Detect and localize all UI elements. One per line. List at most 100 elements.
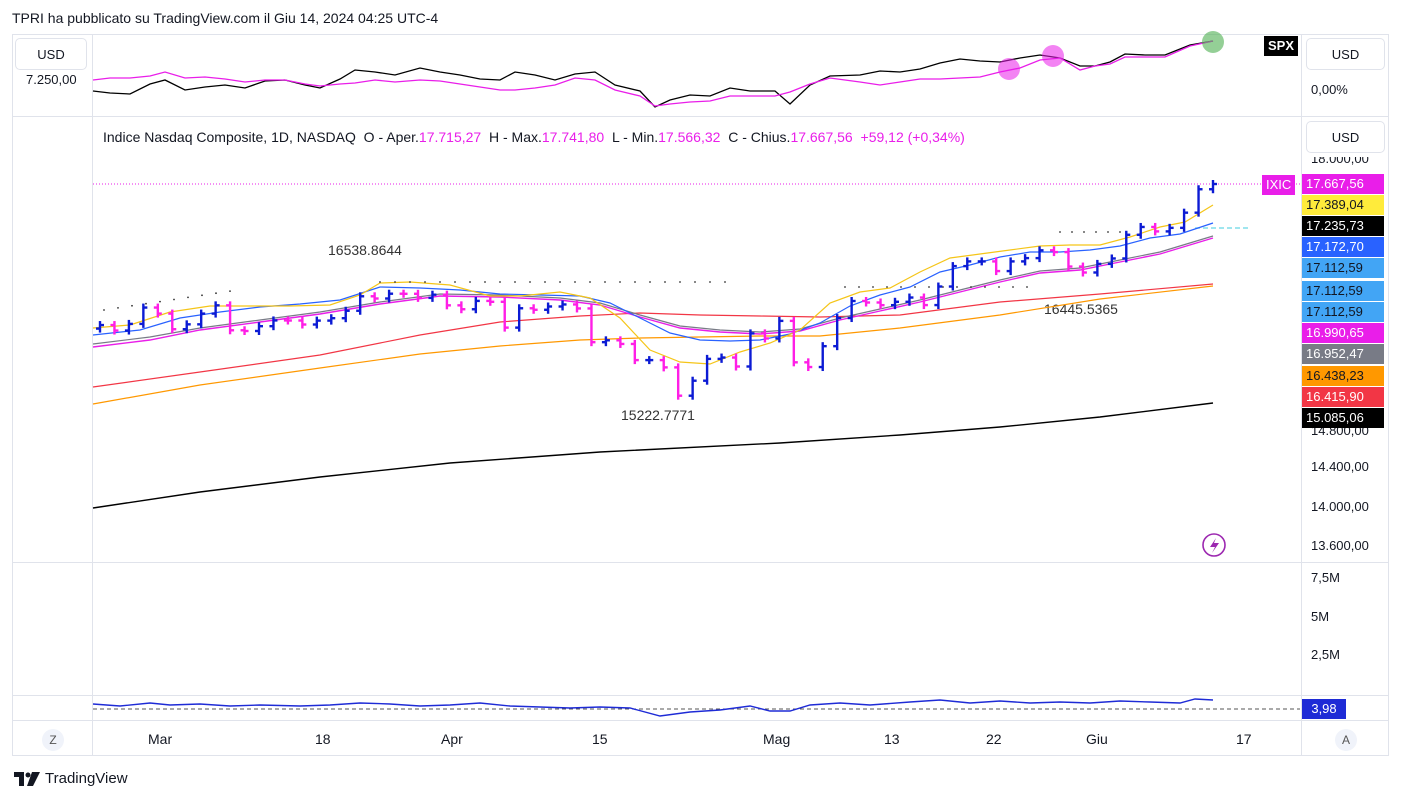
marker-dot [424,281,426,283]
publisher-header: TPRI ha pubblicato su TradingView.com il… [12,10,439,26]
marker-dot [173,298,175,301]
ohlc-bar [1194,185,1203,217]
marker-dot [514,281,516,283]
ohlc-bar [601,336,610,347]
legend-high: 17.741,80 [541,129,605,145]
price-tag-11: 15.085,06 [1302,408,1384,428]
ohlc-bar [746,329,755,371]
price-tag-9: 16.438,23 [1302,366,1384,386]
legend-high-label: H - Max. [489,129,542,145]
spx-tag: SPX [1264,36,1299,56]
price-axis-label-4: 13.600,00 [1311,538,1369,553]
legend-low: 17.566,32 [658,129,721,145]
marker-dot [1026,286,1028,288]
ohlc-bar [1136,222,1145,239]
marker-dot [724,281,726,283]
marker-dot [439,281,441,283]
volume-axis-label-1: 5M [1311,609,1330,624]
currency-button-main[interactable]: USD [1306,121,1385,153]
ohlc-bar [471,296,480,314]
ma-20-grey-line [92,235,1214,345]
price-tag-8: 16.952,47 [1302,344,1384,364]
ohlc-bar [573,300,581,313]
marker-dot [1119,231,1121,233]
ohlc-bar [616,336,625,348]
ohlc-bar [630,339,639,365]
legend-close-label: C - Chius. [728,129,791,145]
ohlc-bars [96,180,1217,400]
ma-10-blue-line [92,222,1214,342]
marker-dot [928,286,930,288]
ma-50-orange-line [92,285,1214,405]
price-tag-5: 17.112,59 [1302,281,1384,301]
marker-dot [942,286,944,288]
currency-button-left[interactable]: USD [15,38,87,70]
ohlc-bar [1021,254,1030,266]
ohlc-bar [341,306,350,323]
ohlc-legend: Indice Nasdaq Composite, 1D, NASDAQ O - … [103,129,965,145]
ohlc-bar [558,300,567,311]
ohlc-bar [948,262,957,291]
marker-circle-2 [1042,45,1064,67]
ohlc-bar [283,316,292,325]
ohlc-bar [96,321,104,333]
time-axis-label-7: Giu [1086,731,1108,747]
ohlc-bar [804,358,813,372]
auto-scale-button[interactable]: A [1335,729,1357,751]
marker-dot [394,281,396,283]
pane-separator-indicator [12,695,1389,696]
ohlc-bar [1165,223,1174,236]
ohlc-bar [862,296,871,307]
legend-change: +59,12 (+0,34%) [860,129,965,145]
volume-axis-label-0: 7,5M [1311,570,1340,585]
time-axis-label-0: Mar [148,731,173,747]
ohlc-bar [399,289,408,298]
ohlc-bar [775,316,784,343]
price-axis-label-2: 14.400,00 [1311,459,1369,474]
ohlc-bar [760,329,769,343]
ma-200-line [92,402,1214,509]
ohlc-bar [226,301,235,335]
ohlc-bar [529,304,538,314]
price-tag-3: 17.172,70 [1302,237,1384,257]
ohlc-bar [847,296,856,323]
marker-dot [886,286,888,288]
ohlc-bar [356,292,365,315]
ohlc-bar [370,292,379,303]
marker-dot [544,281,546,283]
ohlc-bar [153,303,162,318]
ohlc-bar [124,319,133,335]
ohlc-bar [977,257,986,266]
currency-button-right[interactable]: USD [1306,38,1385,70]
ohlc-bar [818,342,827,372]
ohlc-bar [919,293,928,310]
ohlc-bar [414,289,422,302]
marker-dot [1012,286,1014,288]
marker-circle-3 [1202,31,1224,53]
pane-separator-top [12,116,1389,117]
price-tag-6: 17.112,59 [1302,302,1384,322]
zoom-button[interactable]: Z [42,729,64,751]
ohlc-bar [876,298,885,310]
ohlc-bar [139,303,148,328]
ohlc-bar [255,322,263,335]
legend-open: 17.715,27 [418,129,482,145]
marker-dot [499,281,501,283]
ohlc-bar [703,354,712,385]
indicator-line [92,698,1214,717]
ohlc-bar [1064,248,1073,271]
marker-dot [589,281,591,283]
ohlc-bar [442,290,451,310]
ohlc-bar [732,353,740,371]
marker-dot [409,281,411,283]
ohlc-bar [1209,180,1217,194]
ohlc-bar [544,302,553,314]
marker-dot [604,281,606,283]
marker-dot [1083,231,1085,233]
pane-separator-timeaxis [12,720,1389,721]
ohlc-bar [182,320,191,334]
ohlc-bar [659,356,668,372]
marker-dot [858,286,860,288]
marker-dot [229,290,231,292]
